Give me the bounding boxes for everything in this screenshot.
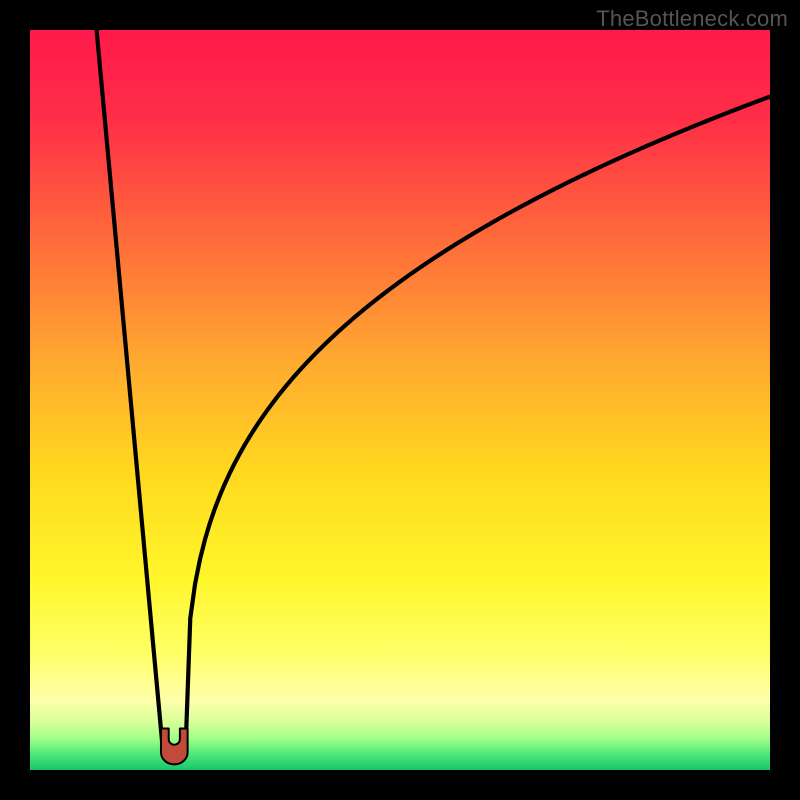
bottleneck-plot (0, 0, 800, 800)
watermark-text: TheBottleneck.com (596, 6, 788, 32)
chart-stage: TheBottleneck.com (0, 0, 800, 800)
